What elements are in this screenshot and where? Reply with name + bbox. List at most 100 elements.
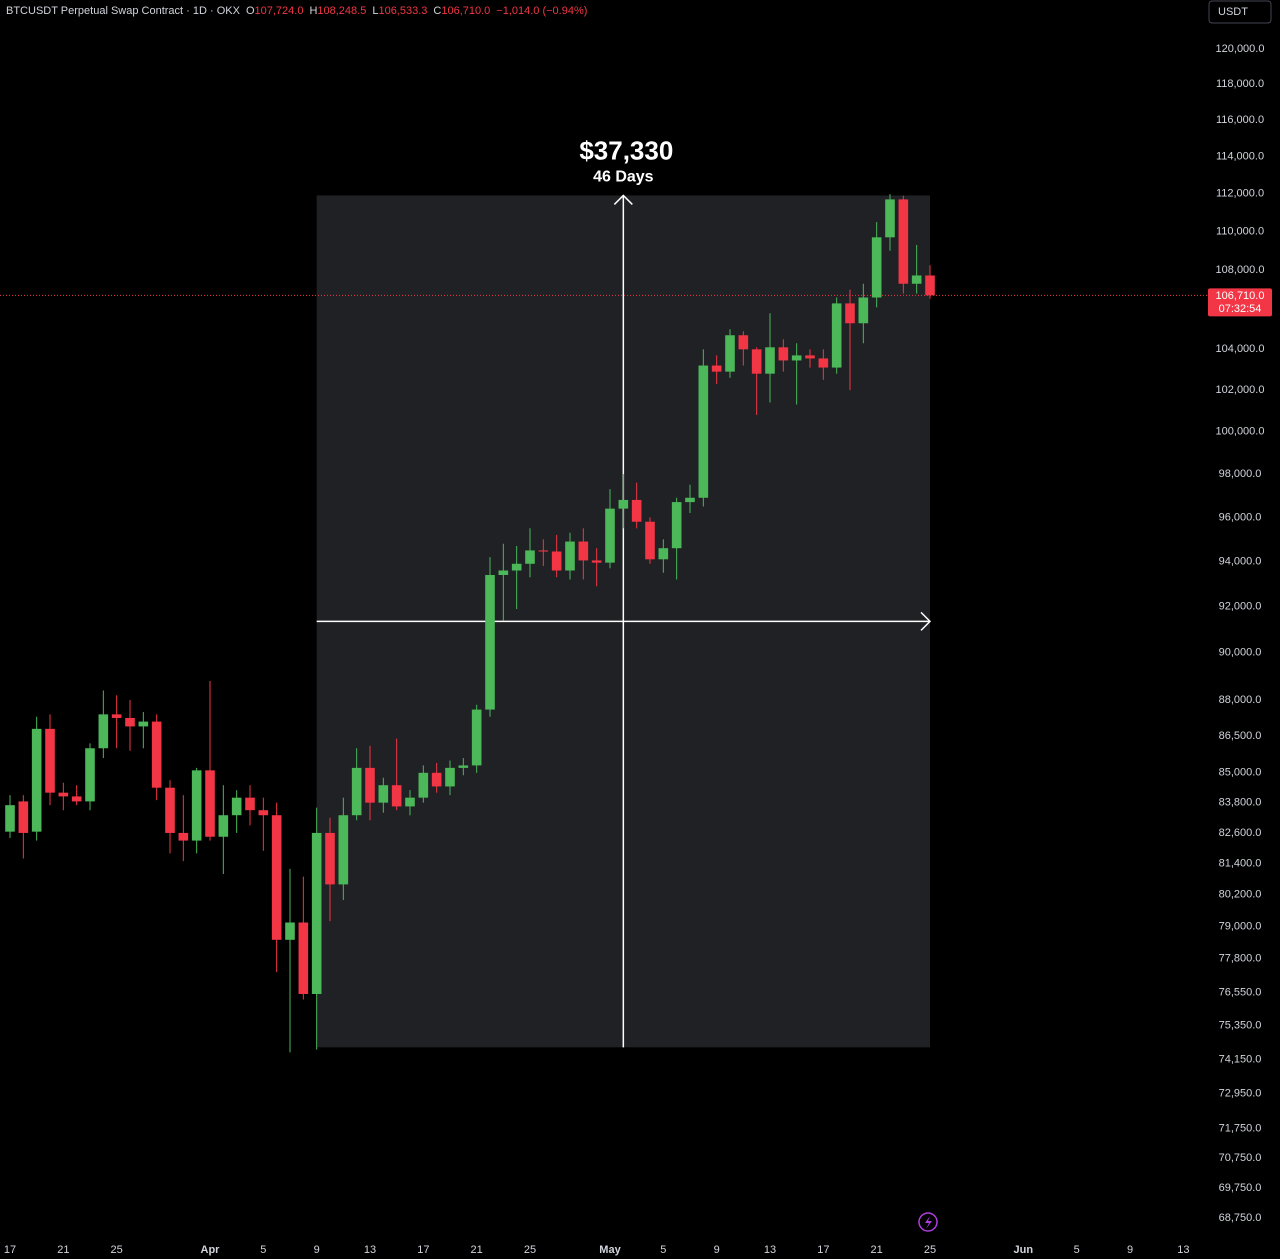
candle-body <box>685 497 695 503</box>
x-tick-label: 17 <box>417 1244 429 1256</box>
candle-body <box>138 721 149 727</box>
c-label: C <box>433 5 441 17</box>
y-tick-label: 76,550.0 <box>1219 987 1262 999</box>
candle-body <box>58 792 69 797</box>
x-tick-label: 21 <box>471 1244 483 1256</box>
candle-body <box>165 787 175 833</box>
countdown: 07:32:54 <box>1219 303 1262 315</box>
candle-body <box>645 521 655 560</box>
y-tick-label: 92,000.0 <box>1219 601 1262 613</box>
candle-body <box>218 815 229 837</box>
y-tick-label: 74,150.0 <box>1219 1053 1262 1065</box>
candle-body <box>231 797 242 816</box>
change: −1,014.0 (−0.94%) <box>496 5 587 17</box>
candle-body <box>738 335 749 350</box>
x-tick-label: 13 <box>1177 1244 1189 1256</box>
candle-body <box>418 772 429 798</box>
candle-body <box>871 237 882 298</box>
candle-body <box>258 810 269 816</box>
x-tick-label: 17 <box>817 1244 829 1256</box>
candle-body <box>178 832 189 841</box>
lightning-icon[interactable] <box>918 1212 938 1232</box>
y-tick-label: 114,000.0 <box>1216 151 1264 163</box>
y-tick-label: 96,000.0 <box>1219 511 1262 523</box>
candle-body <box>458 765 469 768</box>
candle-body <box>898 199 909 284</box>
candle-body <box>445 767 455 787</box>
x-tick-label: 5 <box>1074 1244 1080 1256</box>
candle-body <box>818 358 829 368</box>
y-tick-label: 68,750.0 <box>1219 1212 1262 1224</box>
y-tick-label: 79,000.0 <box>1219 920 1262 932</box>
candle-body <box>671 502 682 549</box>
candle-body <box>858 297 869 324</box>
candle-body <box>538 550 549 552</box>
y-tick-label: 82,600.0 <box>1219 827 1262 839</box>
candle-body <box>71 796 82 802</box>
candle-body <box>271 815 282 940</box>
l-label: L <box>372 5 378 17</box>
candle-body <box>925 275 935 296</box>
x-tick-label: Apr <box>201 1244 221 1256</box>
candle-body <box>725 335 735 372</box>
candle-body <box>431 772 442 787</box>
candle-body <box>778 347 789 361</box>
x-tick-label: 21 <box>871 1244 883 1256</box>
o-value: 107,724.0 <box>255 5 304 17</box>
y-tick-label: 77,800.0 <box>1219 953 1262 965</box>
y-tick-label: 83,800.0 <box>1219 797 1262 809</box>
candle-body <box>471 709 482 766</box>
y-tick-label: 75,350.0 <box>1219 1020 1262 1032</box>
candle-body <box>791 355 802 361</box>
o-label: O <box>246 5 255 17</box>
x-tick-label: 25 <box>111 1244 123 1256</box>
y-tick-label: 69,750.0 <box>1219 1182 1262 1194</box>
y-tick-label: 71,750.0 <box>1219 1122 1262 1134</box>
candle-body <box>31 728 42 832</box>
candle-body <box>618 499 629 509</box>
candle-body <box>591 560 602 563</box>
x-tick-label: 9 <box>1127 1244 1133 1256</box>
x-tick-label: May <box>599 1244 621 1256</box>
candle-body <box>311 832 322 994</box>
chart-header: BTCUSDT Perpetual Swap Contract · 1D · O… <box>6 5 587 17</box>
candle-body <box>111 714 122 718</box>
candle-body <box>365 767 375 803</box>
y-tick-label: 118,000.0 <box>1216 78 1264 90</box>
candle-body <box>605 508 615 563</box>
y-tick-label: 88,000.0 <box>1219 694 1262 706</box>
x-tick-label: 9 <box>314 1244 320 1256</box>
currency-button[interactable] <box>1208 0 1272 24</box>
y-tick-label: 102,000.0 <box>1216 384 1265 396</box>
candle-body <box>338 815 349 885</box>
measure-label: $37,330 <box>579 135 673 165</box>
candle-body <box>485 574 495 710</box>
y-tick-label: 110,000.0 <box>1216 225 1264 237</box>
candle-body <box>325 832 335 885</box>
l-value: 106,533.3 <box>378 5 427 17</box>
candle-body <box>405 797 415 807</box>
candle-body <box>285 922 295 940</box>
y-tick-label: 100,000.0 <box>1216 426 1265 438</box>
candle-body <box>85 748 95 802</box>
h-value: 108,248.5 <box>317 5 366 17</box>
candle-body <box>525 550 535 564</box>
y-tick-label: 108,000.0 <box>1216 264 1265 276</box>
candle-body <box>551 551 562 571</box>
x-tick-label: Jun <box>1014 1244 1034 1256</box>
candle-body <box>885 199 895 238</box>
last-price-label: 106,710.0 <box>1216 290 1265 302</box>
x-tick-label: 5 <box>260 1244 266 1256</box>
y-tick-label: 90,000.0 <box>1219 647 1262 659</box>
y-tick-label: 116,000.0 <box>1216 114 1264 126</box>
candle-body <box>5 805 15 832</box>
x-tick-label: 5 <box>660 1244 666 1256</box>
y-tick-label: 72,950.0 <box>1219 1088 1262 1100</box>
candle-body <box>191 770 202 841</box>
x-tick-label: 25 <box>524 1244 536 1256</box>
currency[interactable]: USDT <box>1218 6 1248 18</box>
candle-body <box>298 922 309 994</box>
x-tick-label: 17 <box>4 1244 16 1256</box>
